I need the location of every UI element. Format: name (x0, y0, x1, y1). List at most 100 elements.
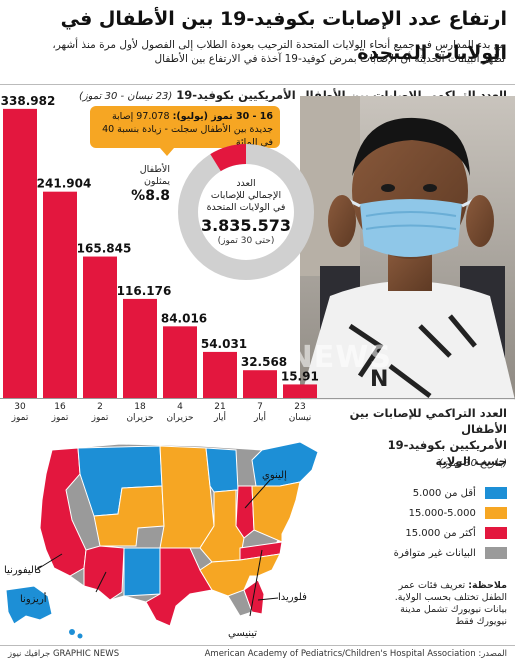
label-florida: فلوريدا (278, 592, 307, 603)
map-midatlantic-orange (251, 481, 301, 543)
donut-chart (178, 144, 314, 280)
donut-label-3: في الولايات المتحدة (206, 202, 286, 213)
map-west-red (39, 447, 87, 577)
bar-value-label-0: 15.911 (281, 369, 320, 383)
x-tick-3-line-1: حزيران (166, 413, 194, 423)
map-hawaii (69, 629, 75, 635)
footer-divider (0, 645, 515, 646)
arizona-leader (95, 571, 107, 593)
illinois-leader (244, 479, 271, 509)
callout-box: 16 - 30 تموز (يوليو): 97.078 إصابة جديدة… (90, 106, 280, 148)
x-tick-2-line-0: 21 (214, 402, 226, 412)
x-tick-6: 16 تموز (45, 402, 75, 424)
donut-label-1: العدد (236, 178, 256, 189)
donut-label-2: الإجمالي للإصابات (210, 190, 282, 201)
bar-2 (203, 351, 237, 398)
bar-value-label-7: 338.982 (1, 96, 56, 108)
map-texas-red (145, 547, 213, 627)
bar-value-label-6: 241.904 (37, 177, 92, 191)
child-mask-photo: N (300, 96, 515, 400)
chart-heading-note: (23 نيسان - 30 تموز) (78, 91, 173, 102)
legend-item-na: البيانات غير متوافرة (367, 546, 507, 562)
x-tick-1-line-0: 7 (257, 402, 263, 412)
svg-text:N: N (370, 367, 388, 392)
california-leader (35, 553, 63, 571)
map-note: (بتاريخ 30 تموز) (438, 458, 507, 469)
legend-swatch-low (485, 487, 507, 499)
label-arizona: أريزونا (20, 594, 47, 605)
label-illinois: إلينوي (262, 470, 287, 481)
subtitle-line-1: مع بدء المدارس في جميع أنحاء الولايات ال… (52, 39, 505, 51)
axis-divider (0, 398, 515, 399)
bar-value-label-3: 84.016 (161, 311, 207, 325)
x-tick-0: 23 نيسان (285, 402, 315, 424)
notes: ملاحظة: تعريف فئات عمر الطفل تختلف بحسب … (377, 580, 507, 628)
x-tick-3: 4 حزيران (165, 402, 195, 424)
x-tick-4-line-0: 18 (134, 402, 146, 412)
map-hawaii-2 (77, 633, 83, 639)
x-tick-4-line-1: حزيران (126, 413, 154, 423)
children-share-label-1: الأطفال (139, 164, 170, 175)
notes-text: تعريف فئات عمر الطفل تختلف بحسب الولاية.… (394, 580, 507, 627)
map-title: العدد التراكمي للإصابات بين الأطفال الأم… (317, 405, 507, 469)
legend-swatch-na (485, 547, 507, 559)
legend-swatch-high (485, 527, 507, 539)
legend-item-low: أقل من 5.000 (367, 486, 507, 502)
bar-5 (83, 256, 117, 398)
children-share-label: الأطفال يمثلون (110, 164, 170, 188)
bar-4 (123, 298, 157, 398)
donut-total-value: 3.835.573 (200, 216, 292, 235)
legend-label-low: أقل من 5.000 (412, 488, 476, 499)
notes-title: ملاحظة: (468, 580, 507, 591)
legend-swatch-mid (485, 507, 507, 519)
donut-children-slice (210, 144, 247, 172)
map-title-1: العدد التراكمي للإصابات بين الأطفال (349, 406, 507, 436)
donut-note: (حتى 30 تموز) (217, 236, 275, 246)
bar-0 (283, 384, 317, 398)
x-tick-3-line-0: 4 (177, 402, 183, 412)
bar-value-label-1: 32.568 (241, 355, 287, 369)
legend-label-mid: 15.000-5.000 (408, 508, 476, 519)
map-southeast-orange (199, 553, 281, 597)
bar-3 (163, 326, 197, 398)
tennessee-leader (249, 549, 263, 617)
header-divider (0, 84, 515, 85)
legend-label-na: البيانات غير متوافرة (393, 548, 476, 559)
page-title: ارتفاع عدد الإصابات بكوفيد-19 بين الأطفا… (60, 8, 507, 64)
map-midwest-blue (205, 447, 239, 493)
x-tick-6-line-1: تموز (51, 413, 69, 423)
bar-value-label-2: 54.031 (201, 337, 247, 351)
subtitle-line-2: تظهر البيانات الحديثة أن الإصابات بمرض ك… (154, 53, 505, 65)
x-tick-0-line-1: نيسان (288, 413, 312, 423)
x-tick-2-line-1: أيار (213, 413, 227, 423)
children-share-value: %8.8 (131, 188, 170, 204)
source-credit: المصدر: American Academy of Pediatrics/C… (204, 649, 507, 659)
x-tick-0-line-0: 23 (294, 402, 306, 412)
x-tick-2: 21 أيار (205, 402, 235, 424)
map-title-3: حسب الولاية (435, 454, 508, 468)
x-tick-5: 2 تموز (85, 402, 115, 424)
map-nm-blue (123, 547, 161, 597)
x-tick-4: 18 حزيران (125, 402, 155, 424)
us-state-map (5, 441, 319, 639)
label-tennessee: تينيسي (228, 628, 258, 639)
bar-chart: 15.91132.568 54.031 84.016 116.176 165.845 24… (1, 96, 320, 398)
x-tick-1: 7 أيار (245, 402, 275, 424)
bar-value-label-4: 116.176 (117, 284, 172, 298)
map-title-2: الأمريكيين بكوفيد-19 (387, 438, 507, 452)
x-tick-7-line-1: تموز (11, 413, 29, 423)
donut-center: العدد الإجمالي للإصابات في الولايات المت… (186, 178, 306, 246)
map-alaska-blue (5, 585, 53, 625)
legend-item-high: أكثر من 15.000 (367, 526, 507, 542)
bar-6 (43, 191, 77, 398)
label-california: كاليفورنيا (4, 565, 42, 576)
x-axis: 23 نيسان 7 أيار 21 أيار 4 حزيران 18 حزيران 2 تموز 16… (0, 398, 320, 440)
callout-pointer (160, 148, 174, 156)
bar-value-label-5: 165.845 (77, 242, 132, 256)
x-tick-5-line-1: تموز (91, 413, 109, 423)
map-florida-red (243, 579, 265, 615)
x-tick-5-line-0: 2 (97, 402, 103, 412)
x-tick-1-line-1: أيار (253, 413, 267, 423)
callout-text: 97.078 إصابة جديدة بين الأطفال سجلت - زي… (102, 111, 273, 148)
x-tick-6-line-0: 16 (54, 402, 66, 412)
